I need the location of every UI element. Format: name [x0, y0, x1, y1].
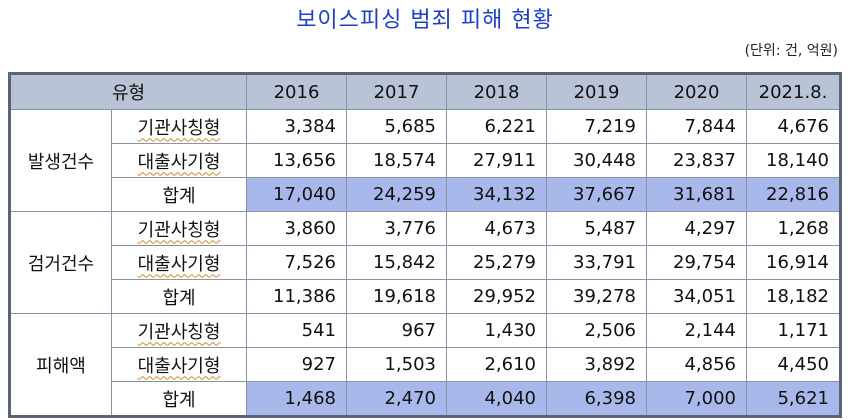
value-cell: 23,837 — [646, 143, 747, 178]
value-cell: 34,051 — [646, 279, 747, 314]
table-row: 대출사기형 927 1,503 2,610 3,892 4,856 4,450 — [10, 347, 841, 382]
column-header: 2017 — [346, 73, 447, 110]
value-cell: 4,040 — [446, 381, 547, 417]
type-label: 합계 — [162, 389, 196, 411]
value-cell: 2,506 — [546, 313, 647, 348]
value-cell: 2,610 — [446, 347, 547, 382]
type-label: 기관사칭형 — [137, 117, 221, 139]
value-cell: 39,278 — [546, 279, 647, 314]
value-cell: 27,911 — [446, 143, 547, 178]
value-cell: 31,681 — [646, 177, 747, 212]
type-cell: 합계 — [111, 279, 247, 314]
value-cell: 1,468 — [246, 381, 347, 417]
value-cell: 3,860 — [246, 211, 347, 246]
type-cell: 대출사기형 — [111, 143, 247, 178]
value-cell: 13,656 — [246, 143, 347, 178]
table-body: 발생건수 기관사칭형 3,384 5,685 6,221 7,219 7,844 4,676 대… — [9, 109, 841, 417]
value-cell: 3,384 — [246, 109, 347, 144]
value-cell: 29,952 — [446, 279, 547, 314]
table-row: 발생건수 기관사칭형 3,384 5,685 6,221 7,219 7,844 4,676 — [9, 109, 841, 212]
value-cell: 22,816 — [746, 177, 841, 212]
value-cell: 3,776 — [346, 211, 447, 246]
type-cell: 합계 — [111, 177, 247, 212]
column-header: 2016 — [246, 73, 347, 110]
value-cell: 34,132 — [446, 177, 547, 212]
value-cell: 3,892 — [546, 347, 647, 382]
type-cell: 합계 — [111, 381, 247, 417]
value-cell: 18,140 — [746, 143, 841, 178]
value-cell: 6,221 — [446, 109, 547, 144]
type-cell: 기관사칭형 — [111, 109, 247, 144]
table-row: 합계 17,040 24,259 34,132 37,667 31,681 22,816 — [10, 177, 841, 212]
value-cell: 7,219 — [546, 109, 647, 144]
value-cell: 19,618 — [346, 279, 447, 314]
value-cell: 17,040 — [246, 177, 347, 212]
title: 보이스피싱 범죄 피해 현황 — [296, 8, 554, 33]
value-cell: 18,182 — [746, 279, 841, 314]
value-cell: 30,448 — [546, 143, 647, 178]
value-cell: 967 — [346, 313, 447, 348]
unit-note: (단위: 건, 억원) — [744, 43, 838, 59]
group-label: 피해액 — [9, 313, 112, 417]
type-label: 기관사칭형 — [137, 321, 221, 343]
table-row: 합계 1,468 2,470 4,040 6,398 7,000 5,621 — [10, 381, 841, 417]
value-cell: 2,470 — [346, 381, 447, 417]
type-cell: 대출사기형 — [111, 347, 247, 382]
value-cell: 7,844 — [646, 109, 747, 144]
column-header: 2018 — [446, 73, 547, 110]
value-cell: 1,503 — [346, 347, 447, 382]
value-cell: 18,574 — [346, 143, 447, 178]
group-label: 검거건수 — [9, 211, 112, 314]
damage-table: 유형 2016 2017 2018 2019 2020 2021.8. 발생건수 기관사칭형 3… — [8, 72, 842, 418]
value-cell: 4,676 — [746, 109, 841, 144]
table-row: 대출사기형 13,656 18,574 27,911 30,448 23,837 18,14… — [10, 143, 841, 178]
header-row: 유형 2016 2017 2018 2019 2020 2021.8. — [9, 73, 841, 110]
type-label: 대출사기형 — [137, 355, 221, 377]
type-cell: 기관사칭형 — [111, 211, 247, 246]
group-label: 발생건수 — [9, 109, 112, 212]
value-cell: 1,171 — [746, 313, 841, 348]
table-row: 합계 11,386 19,618 29,952 39,278 34,051 18,182 — [10, 279, 841, 314]
value-cell: 4,673 — [446, 211, 547, 246]
value-cell: 6,398 — [546, 381, 647, 417]
value-cell: 5,685 — [346, 109, 447, 144]
value-cell: 24,259 — [346, 177, 447, 212]
type-label: 합계 — [162, 287, 196, 309]
column-header: 2021.8. — [746, 73, 841, 110]
column-header: 2019 — [546, 73, 647, 110]
value-cell: 7,000 — [646, 381, 747, 417]
value-cell: 11,386 — [246, 279, 347, 314]
value-cell: 37,667 — [546, 177, 647, 212]
type-label: 합계 — [162, 185, 196, 207]
value-cell: 4,856 — [646, 347, 747, 382]
table-row: 대출사기형 7,526 15,842 25,279 33,791 29,754 16,914 — [10, 245, 841, 280]
column-header: 2020 — [646, 73, 747, 110]
column-header: 유형 — [9, 73, 247, 110]
type-label: 대출사기형 — [137, 253, 221, 275]
type-label: 기관사칭형 — [137, 219, 221, 241]
value-cell: 25,279 — [446, 245, 547, 280]
type-cell: 기관사칭형 — [111, 313, 247, 348]
value-cell: 4,450 — [746, 347, 841, 382]
value-cell: 5,621 — [746, 381, 841, 417]
value-cell: 4,297 — [646, 211, 747, 246]
value-cell: 29,754 — [646, 245, 747, 280]
value-cell: 15,842 — [346, 245, 447, 280]
value-cell: 16,914 — [746, 245, 841, 280]
value-cell: 1,430 — [446, 313, 547, 348]
type-label: 대출사기형 — [137, 151, 221, 173]
value-cell: 2,144 — [646, 313, 747, 348]
value-cell: 541 — [246, 313, 347, 348]
type-cell: 대출사기형 — [111, 245, 247, 280]
value-cell: 1,268 — [746, 211, 841, 246]
table-row: 검거건수 기관사칭형 3,860 3,776 4,673 5,487 4,297 1,268 — [9, 211, 841, 314]
value-cell: 7,526 — [246, 245, 347, 280]
value-cell: 5,487 — [546, 211, 647, 246]
value-cell: 33,791 — [546, 245, 647, 280]
value-cell: 927 — [246, 347, 347, 382]
table-row: 피해액 기관사칭형 541 967 1,430 2,506 2,144 1,171 — [9, 313, 841, 417]
